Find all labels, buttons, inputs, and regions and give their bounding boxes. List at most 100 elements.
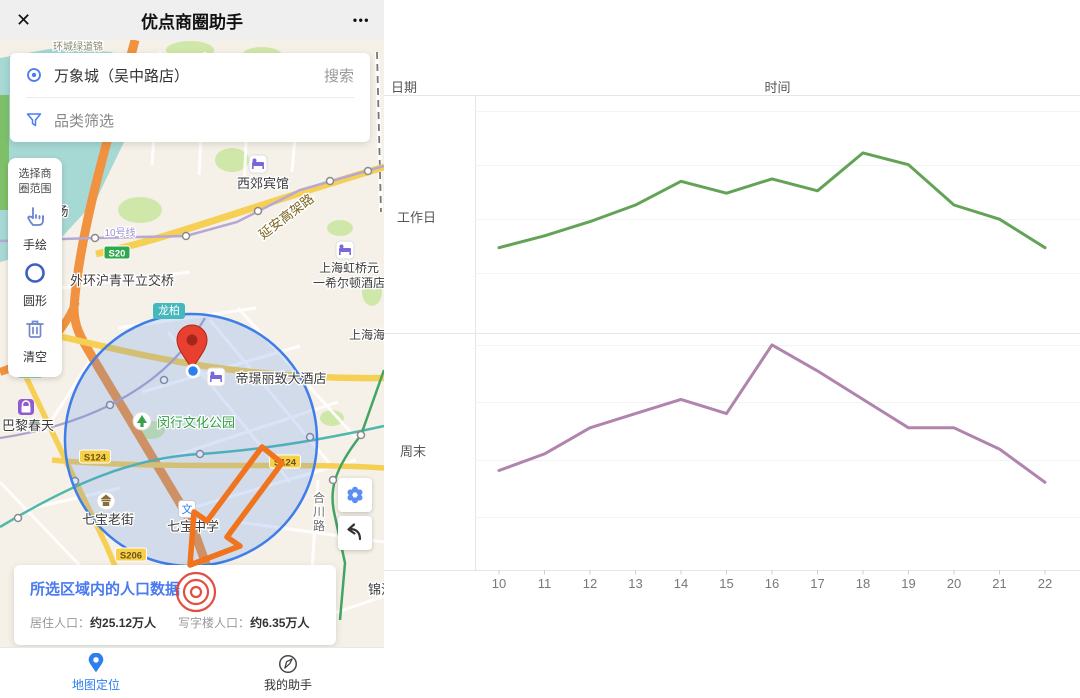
hotel-icon [335, 240, 355, 260]
pin-inner-dot [186, 334, 198, 346]
svg-text:S20: S20 [109, 249, 126, 260]
svg-text:S124: S124 [274, 458, 297, 469]
analytics-panel: 日期 时间 工作日 周末 10 11 12 13 14 15 16 17 18 19 20 21 22 [384, 0, 1080, 698]
map-label: 巴黎春天 [1, 417, 56, 435]
svg-text:S206: S206 [120, 551, 142, 562]
x-tick-label: 19 [901, 576, 915, 591]
x-tick-label: 20 [947, 576, 961, 591]
svg-text:闵行文化公园: 闵行文化公园 [157, 415, 235, 430]
svg-text:七宝老街: 七宝老街 [82, 512, 134, 527]
map-label: 龙柏 [153, 303, 185, 319]
metro-stations [13, 166, 373, 523]
road-badge: S124 [79, 449, 111, 464]
tab-label: 地图定位 [71, 678, 120, 692]
tool-circle[interactable]: 圆形 [8, 261, 62, 309]
circle-shape-icon [25, 263, 45, 283]
tool-panel-title: 选择商 圈范围 [18, 168, 52, 195]
svg-text:S124: S124 [84, 453, 107, 464]
tab-label: 我的助手 [263, 678, 312, 692]
road-badge: S20 [103, 245, 131, 260]
search-input[interactable]: 万象城（吴中路店） [54, 67, 190, 85]
hotel-icon [206, 367, 226, 387]
svg-text:帝璟丽致大酒店: 帝璟丽致大酒店 [235, 371, 326, 386]
category-filter-row[interactable]: 品类筛选 [10, 98, 370, 142]
traffic-layer-button[interactable] [338, 478, 372, 512]
row-label-weekday: 工作日 [397, 210, 437, 225]
map-label: 一希尔顿酒店 [312, 274, 384, 292]
tool-label: 圆形 [22, 294, 47, 308]
map-label: 七宝老街 [81, 511, 136, 529]
tab-bar: 地图定位 我的助手 [0, 647, 384, 698]
compass-icon [279, 655, 297, 673]
map-label: 锦江 [367, 581, 384, 599]
chart-canvas: 10 11 12 13 14 15 16 17 18 19 20 21 22 [384, 95, 1080, 591]
plot-layer: 10 11 12 13 14 15 16 17 18 19 20 21 22 [475, 111, 1080, 591]
info-card-stats: 居住人口：约25.12万人 写字楼人口：约6.35万人 [30, 614, 320, 631]
current-location-dot [185, 363, 201, 379]
map-pin-icon [88, 653, 104, 673]
shopping-icon [18, 399, 34, 415]
map-label: 西郊宾馆 [236, 175, 291, 193]
mini-program-panel: ✕ 优点商圈助手 ••• [0, 0, 384, 698]
map-label: 10号线 [103, 225, 137, 241]
svg-text:巴黎春天: 巴黎春天 [2, 418, 54, 433]
svg-text:一希尔顿酒店: 一希尔顿酒店 [313, 275, 384, 290]
tab-map-location[interactable]: 地图定位 [0, 648, 192, 698]
svg-text:龙柏: 龙柏 [158, 303, 180, 317]
map-label: 闵行文化公园 [156, 414, 237, 432]
location-icon [27, 68, 41, 82]
tool-freehand[interactable]: 手绘 [8, 205, 62, 253]
hotel-icon [248, 154, 268, 174]
svg-text:七宝中学: 七宝中学 [167, 519, 219, 534]
x-tick-label: 14 [674, 576, 688, 591]
axis-title-date: 日期 [391, 80, 418, 95]
x-tick-label: 21 [992, 576, 1006, 591]
more-menu-icon[interactable]: ••• [352, 13, 370, 27]
tool-label: 手绘 [22, 238, 47, 252]
tab-my-assistant[interactable]: 我的助手 [192, 648, 384, 698]
map-label: 七宝中学 [166, 518, 221, 536]
road-badge: S124 [269, 454, 301, 469]
tool-clear[interactable]: 清空 [8, 317, 62, 365]
tool-label: 清空 [22, 350, 47, 364]
map-label: 环城绿道锦 [52, 39, 105, 55]
series-line-0 [497, 151, 1047, 250]
x-tick-label: 12 [583, 576, 597, 591]
svg-text:外环沪青平立交桥: 外环沪青平立交桥 [70, 273, 174, 288]
svg-text:文: 文 [182, 502, 193, 516]
filter-funnel-icon [26, 113, 42, 127]
road-badge: S206 [115, 547, 147, 562]
info-card-title: 所选区域内的人口数据 [30, 581, 181, 598]
search-button[interactable]: 搜索 [323, 67, 354, 85]
map-label: 外环沪青平立交桥 [69, 272, 176, 290]
search-card: 万象城（吴中路店） 搜索 品类筛选 [10, 53, 370, 142]
page-title: 优点商圈助手 [140, 12, 243, 32]
close-icon[interactable]: ✕ [16, 9, 32, 30]
x-tick-label: 11 [538, 576, 552, 591]
search-input-row[interactable]: 万象城（吴中路店） 搜索 [10, 53, 370, 97]
office-population-stat: 写字楼人口：约6.35万人 [178, 616, 310, 630]
x-tick-label: 17 [810, 576, 824, 591]
selection-tool-panel: 选择商 圈范围 手绘 圆形 [8, 158, 62, 377]
selected-location-pin [176, 324, 208, 370]
temple-icon [96, 491, 116, 511]
divider [26, 97, 354, 98]
row-label-weekend: 周末 [400, 444, 427, 459]
map-label: 合川路 [312, 489, 327, 535]
x-tick-label: 10 [492, 576, 506, 591]
park-icon [132, 411, 152, 431]
trash-icon [26, 320, 44, 338]
x-tick-label: 22 [1038, 576, 1052, 591]
svg-text:环城绿道锦: 环城绿道锦 [53, 40, 103, 53]
back-button[interactable] [338, 516, 372, 550]
resident-population-stat: 居住人口：约25.12万人 [30, 616, 157, 630]
svg-text:合川路: 合川路 [313, 490, 325, 533]
category-filter-label: 品类筛选 [54, 112, 115, 130]
x-tick-label: 13 [628, 576, 642, 591]
svg-text:上海虹桥元: 上海虹桥元 [319, 260, 379, 275]
svg-text:锦江: 锦江 [368, 582, 384, 597]
map-label: 文 [178, 500, 196, 518]
x-tick-label: 18 [856, 576, 870, 591]
map-label: 上海虹桥元 [318, 259, 381, 277]
axis-title-time: 时间 [764, 80, 791, 95]
